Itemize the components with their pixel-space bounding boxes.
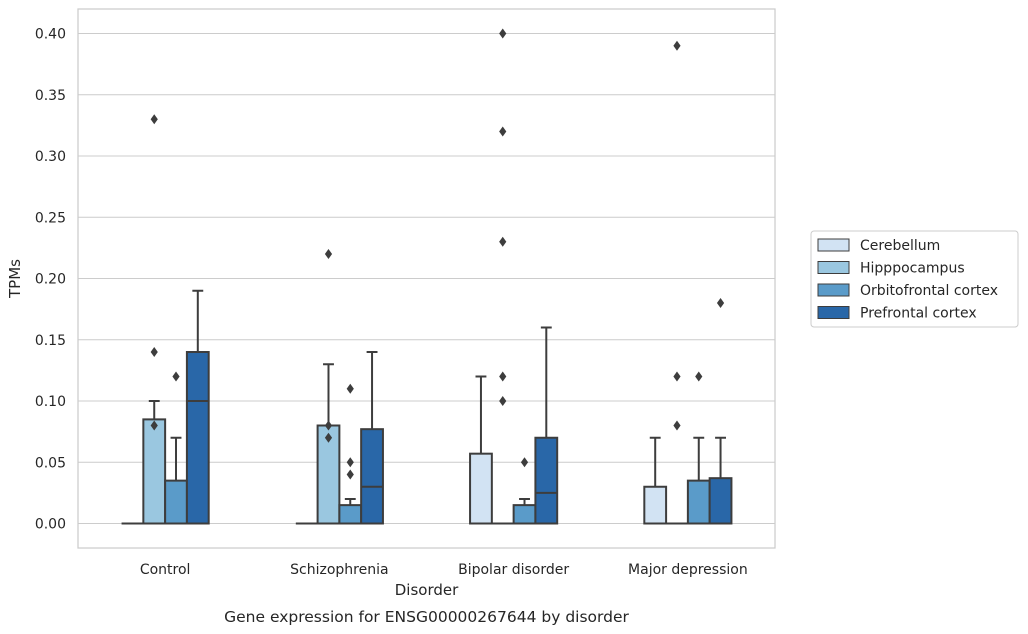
outlier-point <box>346 469 354 480</box>
outlier-point <box>324 432 333 443</box>
box-body <box>534 436 559 525</box>
x-axis-label: Disorder <box>395 581 459 599</box>
legend-label: Orbitofrontal cortex <box>860 283 998 299</box>
box-cerebellum <box>469 375 493 525</box>
legend-swatch <box>817 261 850 274</box>
y-tick-label: 0.00 <box>35 517 66 533</box>
box-cerebellum <box>643 436 668 525</box>
box-orbitofrontal-cortex <box>686 436 711 525</box>
box-groups <box>121 289 733 525</box>
legend-item: Hipppocampus <box>817 261 965 277</box>
outlier-point <box>673 371 681 382</box>
y-tick-label: 0.40 <box>35 27 66 43</box>
box-prefrontal-cortex <box>360 351 384 525</box>
legend-item: Cerebellum <box>817 238 940 254</box>
outlier-point <box>324 420 333 431</box>
outlier-point <box>673 40 681 51</box>
box-body <box>338 504 363 525</box>
box-body <box>360 428 384 525</box>
legend-label: Hipppocampus <box>860 261 965 277</box>
y-tick-label: 0.20 <box>35 272 66 288</box>
x-tick-label: Schizophrenia <box>290 562 388 578</box>
box-body <box>686 479 711 525</box>
y-axis-label: TPMs <box>6 259 24 299</box>
legend-swatch <box>817 306 850 319</box>
outlier-point <box>150 114 158 125</box>
legend-swatch <box>817 283 850 297</box>
legend-item: Orbitofrontal cortex <box>817 283 998 299</box>
outlier-point <box>346 383 354 394</box>
box-orbitofrontal-cortex <box>512 498 537 525</box>
x-tick-label: Major depression <box>628 562 748 578</box>
box-body <box>142 418 167 525</box>
box-orbitofrontal-cortex <box>338 498 363 525</box>
outlier-point <box>324 249 333 259</box>
box-body <box>164 479 188 525</box>
box-hipppocampus <box>142 400 167 525</box>
y-tick-label: 0.15 <box>35 333 66 349</box>
x-tick-label: Control <box>140 562 191 578</box>
box-body <box>643 485 668 525</box>
outlier-points <box>150 28 725 480</box>
legend-label: Prefrontal cortex <box>860 306 977 322</box>
box-body <box>708 477 733 525</box>
box-orbitofrontal-cortex <box>164 436 188 525</box>
box-prefrontal-cortex <box>708 436 733 525</box>
y-tick-label: 0.35 <box>35 88 66 104</box>
outlier-point <box>499 126 507 137</box>
box-prefrontal-cortex <box>185 289 210 525</box>
y-tick-label: 0.10 <box>35 394 66 410</box>
outlier-point <box>673 420 681 431</box>
outlier-point <box>172 371 180 382</box>
outlier-point <box>716 298 725 308</box>
y-tick-label: 0.30 <box>35 149 66 165</box>
legend-frame <box>810 230 1019 328</box>
y-tick-labels: 0.00 0.05 0.10 0.15 0.20 0.25 0.30 0.35 0.40 <box>35 27 66 533</box>
outlier-point <box>150 347 158 357</box>
box-prefrontal-cortex <box>534 326 559 525</box>
outlier-point <box>499 396 507 406</box>
plot-frame <box>77 8 776 549</box>
x-tick-labels: Control Schizophrenia Bipolar disorder Majo… <box>140 562 748 578</box>
legend-label: Cerebellum <box>860 238 940 254</box>
outlier-point <box>695 371 703 382</box>
box-hipppocampus <box>316 363 341 525</box>
box-body <box>512 504 537 525</box>
x-tick-label: Bipolar disorder <box>458 562 569 578</box>
legend: Cerebellum Hipppocampus Orbitofrontal cort… <box>810 230 1019 328</box>
box-body <box>185 351 210 525</box>
legend-item: Prefrontal cortex <box>817 306 977 322</box>
outlier-point <box>499 28 507 39</box>
outlier-point <box>499 371 507 382</box>
y-tick-label: 0.25 <box>35 210 66 226</box>
legend-swatch <box>817 238 850 252</box>
outlier-point <box>499 236 507 247</box>
box-body <box>469 452 493 525</box>
y-tick-label: 0.05 <box>35 455 66 471</box>
outlier-point <box>520 457 529 468</box>
outlier-point <box>346 457 354 468</box>
chart-title: Gene expression for ENSG00000267644 by d… <box>224 608 629 626</box>
grid-lines <box>78 32 775 525</box>
outlier-point <box>150 420 158 431</box>
